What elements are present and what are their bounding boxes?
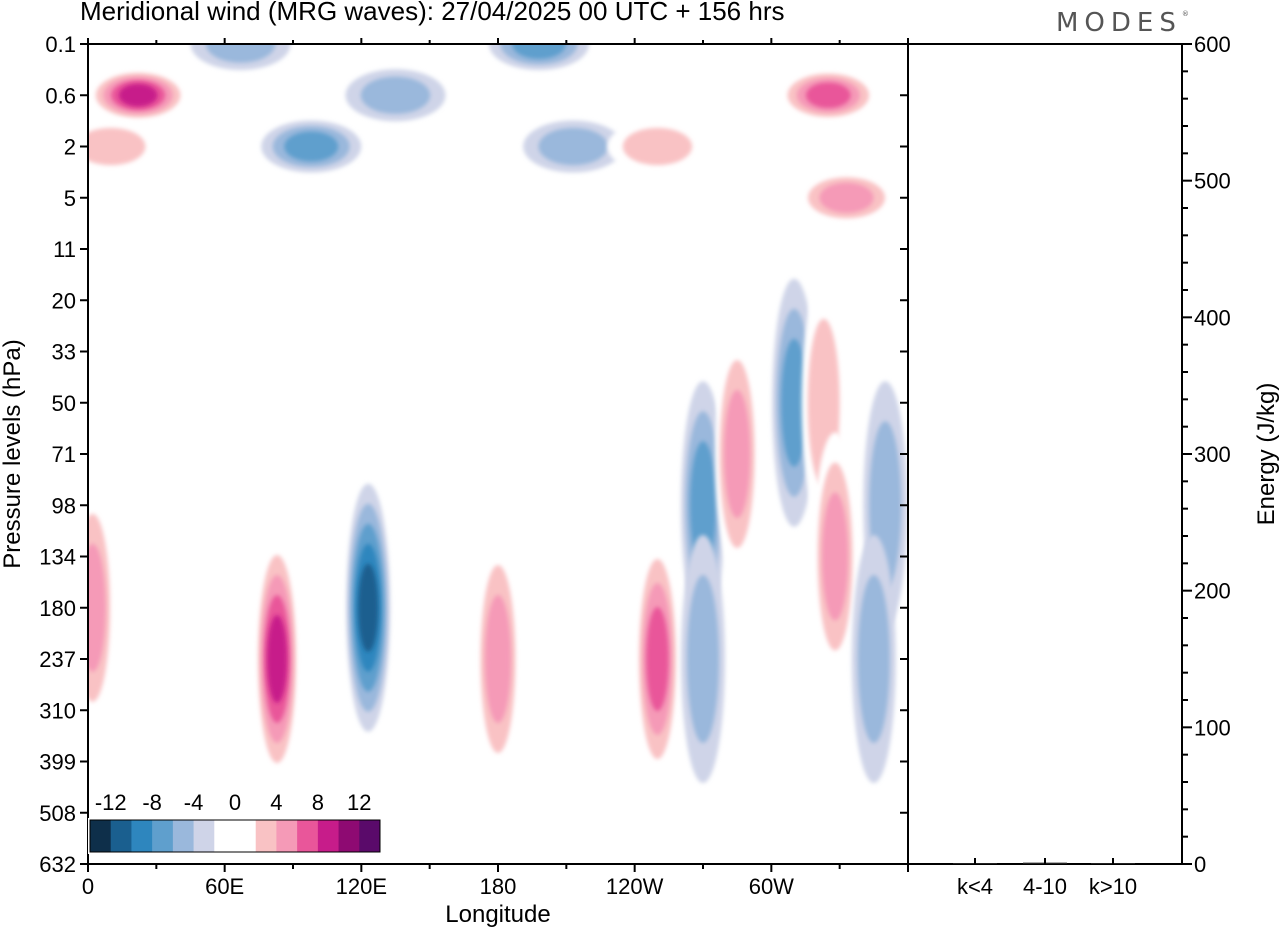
colorbar-label: 8 bbox=[312, 790, 324, 815]
longitude-axis: 0 60E 120E 180 120W 60W bbox=[82, 38, 909, 899]
chart-title: Meridional wind (MRG waves): 27/04/2025 … bbox=[80, 0, 785, 26]
pressure-tick-label: 2 bbox=[64, 135, 76, 160]
colorbar-swatch bbox=[90, 820, 112, 852]
energy-panel-frame bbox=[907, 43, 1183, 865]
pressure-tick-label: 33 bbox=[52, 340, 76, 365]
x-axis-label: Longitude bbox=[445, 901, 550, 928]
heatmap-cell bbox=[635, 535, 680, 783]
longitude-tick-label: 120E bbox=[336, 874, 387, 899]
energy-tick-label: 0 bbox=[1194, 852, 1206, 877]
pressure-tick-label: 134 bbox=[39, 545, 76, 570]
pressure-tick-label: 237 bbox=[39, 647, 76, 672]
heatmap-cell bbox=[476, 535, 520, 783]
colorbar-swatch bbox=[297, 820, 319, 852]
pressure-tick-label: 5 bbox=[64, 186, 76, 211]
heatmap-cell bbox=[345, 69, 446, 122]
pressure-axis: 0.1 0.6 2 5 11 20 33 50 71 98 134 180 237 310 399 508 63… bbox=[39, 32, 908, 877]
pressure-tick-label: 0.6 bbox=[45, 83, 76, 108]
colorbar-label: -12 bbox=[95, 790, 127, 815]
energy-axis-label: Energy (J/kg) bbox=[1253, 383, 1280, 526]
energy-category-label: k>10 bbox=[1089, 874, 1137, 899]
heatmap-cell bbox=[261, 120, 362, 173]
pressure-tick-label: 20 bbox=[52, 288, 76, 313]
pressure-tick-label: 0.1 bbox=[45, 32, 76, 57]
colorbar-swatch bbox=[152, 820, 174, 852]
energy-tick-label: 100 bbox=[1194, 715, 1231, 740]
colorbar-label: 12 bbox=[347, 790, 371, 815]
longitude-tick-label: 120W bbox=[606, 874, 664, 899]
heatmap-cell bbox=[851, 535, 896, 783]
y-axis-label: Pressure levels (hPa) bbox=[0, 339, 26, 568]
pressure-tick-label: 98 bbox=[52, 493, 76, 518]
pressure-tick-label: 399 bbox=[39, 750, 76, 775]
colorbar-swatch bbox=[276, 820, 298, 852]
heatmap-cell bbox=[796, 171, 897, 224]
energy-category-label: 4-10 bbox=[1023, 874, 1067, 899]
colorbar-swatch bbox=[172, 820, 195, 852]
pressure-tick-label: 71 bbox=[52, 442, 76, 467]
longitude-tick-label: 60W bbox=[749, 874, 794, 899]
longitude-tick-label: 180 bbox=[480, 874, 517, 899]
colorbar: -12 -8 -4 0 4 8 12 bbox=[88, 790, 382, 854]
colorbar-label: -4 bbox=[184, 790, 204, 815]
heatmap-cell bbox=[715, 330, 760, 578]
colorbar-swatch bbox=[359, 820, 381, 852]
colorbar-swatch bbox=[255, 820, 277, 852]
colorbar-swatch bbox=[235, 820, 257, 852]
colorbar-swatch bbox=[317, 820, 340, 852]
colorbar-label: -8 bbox=[142, 790, 162, 815]
heatmap-field bbox=[88, 44, 908, 783]
heatmap-cell bbox=[190, 44, 291, 70]
heatmap-cell bbox=[489, 44, 589, 70]
energy-axis: 0 100 200 300 400 500 600 bbox=[1182, 32, 1231, 877]
heatmap-cell bbox=[346, 483, 391, 732]
pressure-tick-label: 11 bbox=[53, 237, 76, 262]
heatmap-cell bbox=[523, 120, 624, 173]
pressure-tick-label: 50 bbox=[52, 391, 76, 416]
energy-tick-label: 400 bbox=[1194, 305, 1231, 330]
pressure-tick-label: 632 bbox=[39, 852, 76, 877]
energy-tick-label: 300 bbox=[1194, 442, 1231, 467]
logo-text: MODES bbox=[1056, 8, 1182, 38]
colorbar-swatch bbox=[110, 820, 132, 852]
longitude-tick-label: 0 bbox=[82, 874, 94, 899]
heatmap-cell bbox=[681, 535, 725, 783]
colorbar-label: 4 bbox=[270, 790, 282, 815]
heatmap-cell bbox=[607, 120, 708, 173]
heatmap-cell bbox=[88, 120, 161, 173]
heatmap-cell bbox=[88, 69, 189, 122]
pressure-tick-label: 180 bbox=[39, 596, 76, 621]
energy-tick-label: 200 bbox=[1194, 579, 1231, 604]
modes-logo: MODES® bbox=[1056, 8, 1189, 38]
pressure-tick-label: 508 bbox=[39, 801, 76, 826]
energy-categories: k<4 4-10 k>10 bbox=[957, 858, 1137, 899]
heatmap-cell bbox=[813, 432, 858, 681]
pressure-tick-label: 310 bbox=[39, 698, 76, 723]
colorbar-swatch bbox=[131, 820, 153, 852]
colorbar-swatch bbox=[338, 820, 360, 852]
heatmap-cell bbox=[255, 535, 300, 783]
heatmap-cell bbox=[778, 69, 879, 122]
heatmap-cell bbox=[88, 483, 115, 732]
energy-tick-label: 600 bbox=[1194, 32, 1231, 57]
colorbar-swatch bbox=[214, 820, 236, 852]
longitude-tick-label: 60E bbox=[205, 874, 244, 899]
colorbar-label: 0 bbox=[229, 790, 241, 815]
colorbar-swatch bbox=[193, 820, 215, 852]
energy-tick-label: 500 bbox=[1194, 169, 1231, 194]
energy-category-label: k<4 bbox=[957, 874, 993, 899]
